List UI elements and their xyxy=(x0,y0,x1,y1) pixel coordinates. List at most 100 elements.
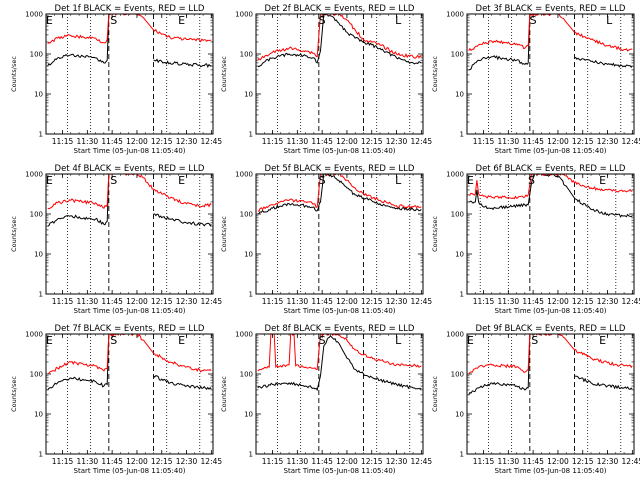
y-tick-label: 1 xyxy=(460,131,464,139)
x-tick-label: 12:00 xyxy=(336,137,358,146)
y-tick-label: 1 xyxy=(39,291,43,299)
x-tick-label: 12:15 xyxy=(151,457,173,466)
x-tick-label: 11:45 xyxy=(522,457,544,466)
x-tick-label: 11:45 xyxy=(522,297,544,306)
x-tick-label: 12:00 xyxy=(547,457,569,466)
panel-title: Det 4f BLACK = Events, RED = LLD xyxy=(55,164,205,174)
x-axis-label: Start Time (05-Jun-08 11:05:40) xyxy=(495,307,607,315)
events-series-line xyxy=(468,334,531,396)
x-axis-label: Start Time (05-Jun-08 11:05:40) xyxy=(74,307,186,315)
y-axis-label: Counts/sec xyxy=(10,56,18,92)
plot-area xyxy=(257,174,422,215)
x-tick-label: 12:30 xyxy=(386,297,408,306)
y-tick-label: 10 xyxy=(34,91,43,99)
y-axis-label: Counts/sec xyxy=(10,376,18,412)
x-tick-label: 12:00 xyxy=(336,457,358,466)
x-tick-label: 12:30 xyxy=(597,297,619,306)
panel-8: Det 8f BLACK = Events, RED = LLD Counts/s… xyxy=(220,324,432,475)
y-tick-label: 1000 xyxy=(25,11,43,19)
plot-area xyxy=(468,14,633,71)
events-series-line xyxy=(468,174,633,218)
y-axis-label: Counts/sec xyxy=(220,56,228,92)
panel-title: Det 8f BLACK = Events, RED = LLD xyxy=(265,324,415,334)
plot-frame xyxy=(466,333,635,455)
y-tick-label: 1000 xyxy=(235,171,253,179)
x-tick-label: 12:15 xyxy=(151,137,173,146)
region-marker: E xyxy=(467,334,474,347)
y-tick-label: 10 xyxy=(244,91,253,99)
x-tick-label: 11:45 xyxy=(311,137,333,146)
events-series-line xyxy=(257,174,422,215)
x-tick-label: 12:45 xyxy=(622,457,640,466)
y-axis-label: Counts/sec xyxy=(431,216,439,252)
y-tick-label: 1 xyxy=(460,451,464,459)
lld-series-line xyxy=(47,174,110,210)
events-series-line xyxy=(257,14,422,68)
region-marker: E xyxy=(467,174,474,187)
plot-frame xyxy=(255,333,424,455)
region-marker: E xyxy=(178,174,185,187)
x-tick-label: 12:00 xyxy=(126,297,148,306)
x-tick-label: 11:30 xyxy=(287,297,309,306)
x-tick-label: 11:45 xyxy=(101,457,123,466)
x-axis-label: Start Time (05-Jun-08 11:05:40) xyxy=(74,467,186,475)
events-series-line xyxy=(468,14,531,71)
x-axis-label: Start Time (05-Jun-08 11:05:40) xyxy=(284,307,396,315)
region-marker: S xyxy=(110,14,117,27)
x-tick-label: 11:45 xyxy=(522,137,544,146)
x-axis-label: Start Time (05-Jun-08 11:05:40) xyxy=(495,467,607,475)
x-tick-label: 12:15 xyxy=(361,457,383,466)
x-tick-label: 11:15 xyxy=(262,457,284,466)
y-tick-label: 100 xyxy=(30,371,43,379)
y-tick-label: 1000 xyxy=(25,331,43,339)
x-tick-label: 11:30 xyxy=(498,137,520,146)
y-axis-label: Counts/sec xyxy=(220,216,228,252)
panel-5: Det 5f BLACK = Events, RED = LLD Counts/s… xyxy=(220,164,432,315)
x-tick-label: 11:15 xyxy=(262,297,284,306)
panel-title: Det 9f BLACK = Events, RED = LLD xyxy=(476,324,626,334)
y-tick-label: 10 xyxy=(34,411,43,419)
panel-9: Det 9f BLACK = Events, RED = LLD Counts/s… xyxy=(431,324,640,475)
x-tick-label: 11:45 xyxy=(311,297,333,306)
panel-title: Det 5f BLACK = Events, RED = LLD xyxy=(265,164,415,174)
x-tick-label: 11:30 xyxy=(287,137,309,146)
x-tick-label: 12:45 xyxy=(622,137,640,146)
x-tick-label: 12:15 xyxy=(572,297,594,306)
x-tick-label: 12:15 xyxy=(361,297,383,306)
y-tick-label: 1000 xyxy=(446,171,464,179)
x-axis-label: Start Time (05-Jun-08 11:05:40) xyxy=(74,147,186,155)
x-tick-label: 11:30 xyxy=(77,297,99,306)
panel-4: Det 4f BLACK = Events, RED = LLD Counts/s… xyxy=(10,164,222,315)
y-axis-label: Counts/sec xyxy=(431,376,439,412)
region-marker: S xyxy=(110,174,117,187)
events-series-line xyxy=(574,56,633,68)
x-tick-label: 12:30 xyxy=(176,457,198,466)
x-tick-label: 11:30 xyxy=(77,457,99,466)
y-tick-label: 1000 xyxy=(446,331,464,339)
plot-area xyxy=(47,334,212,391)
x-tick-label: 12:30 xyxy=(386,137,408,146)
x-tick-label: 11:15 xyxy=(473,137,495,146)
x-tick-label: 11:15 xyxy=(52,137,74,146)
lld-series-line xyxy=(123,174,212,208)
plot-frame xyxy=(45,13,214,135)
y-tick-label: 1 xyxy=(460,291,464,299)
y-tick-label: 10 xyxy=(455,91,464,99)
lld-series-line xyxy=(47,14,212,45)
region-marker: E xyxy=(46,14,53,27)
x-tick-label: 12:30 xyxy=(597,137,619,146)
plot-area xyxy=(47,174,212,227)
events-series-line xyxy=(257,335,422,392)
region-marker: S xyxy=(319,14,326,27)
region-marker: E xyxy=(178,14,185,27)
lld-series-line xyxy=(257,334,422,372)
y-tick-label: 1000 xyxy=(25,171,43,179)
x-tick-label: 12:45 xyxy=(622,297,640,306)
x-axis-label: Start Time (05-Jun-08 11:05:40) xyxy=(284,467,396,475)
y-tick-label: 1 xyxy=(249,131,253,139)
y-tick-label: 1000 xyxy=(446,11,464,19)
x-tick-label: 11:30 xyxy=(287,457,309,466)
x-tick-label: 12:00 xyxy=(126,457,148,466)
region-marker: E xyxy=(46,334,53,347)
x-tick-label: 11:15 xyxy=(262,137,284,146)
